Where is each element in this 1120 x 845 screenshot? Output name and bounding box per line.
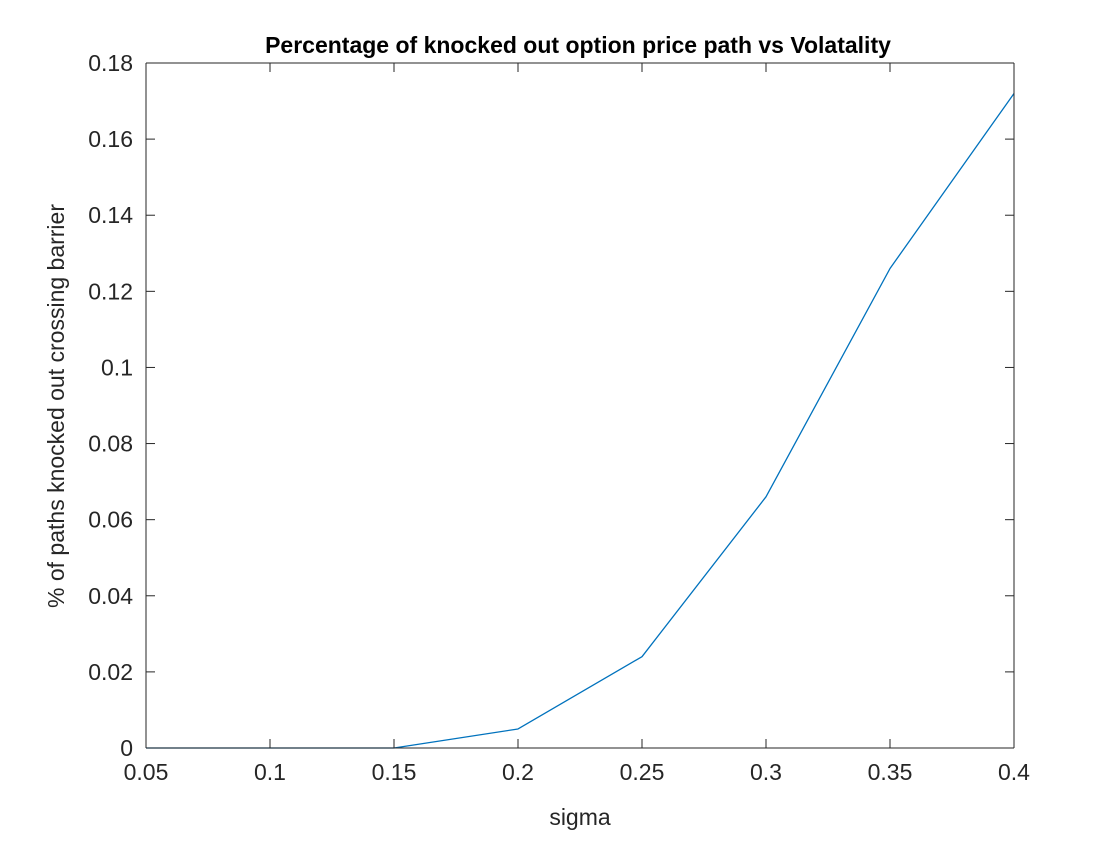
x-tick-label: 0.15 [372,759,417,785]
y-axis-label: % of paths knocked out crossing barrier [43,204,69,608]
y-tick-label: 0.18 [88,50,133,76]
y-tick-label: 0.1 [101,354,133,380]
plot-area [146,63,1014,748]
x-tick-label: 0.1 [254,759,286,785]
y-tick-label: 0 [120,735,133,761]
y-tick-label: 0.02 [88,659,133,685]
y-tick-label: 0.16 [88,126,133,152]
y-tick-label: 0.12 [88,278,133,304]
x-tick-label: 0.2 [502,759,534,785]
axes-layer [145,62,1015,749]
y-tick-label: 0.06 [88,507,133,533]
x-tick-label: 0.05 [124,759,169,785]
x-axis-label: sigma [549,804,611,830]
x-tick-label: 0.4 [998,759,1030,785]
y-tick-label: 0.14 [88,202,133,228]
y-tick-label: 0.04 [88,583,133,609]
chart-title: Percentage of knocked out option price p… [265,32,891,58]
x-tick-label: 0.3 [750,759,782,785]
y-tick-label: 0.08 [88,431,133,457]
x-tick-label: 0.25 [620,759,665,785]
tick-layer: 0.05 0.1 0.15 0.2 0.25 0.3 0.35 0.4 0 0.02 0.04 0.0… [88,50,1030,785]
x-tick-label: 0.35 [868,759,913,785]
